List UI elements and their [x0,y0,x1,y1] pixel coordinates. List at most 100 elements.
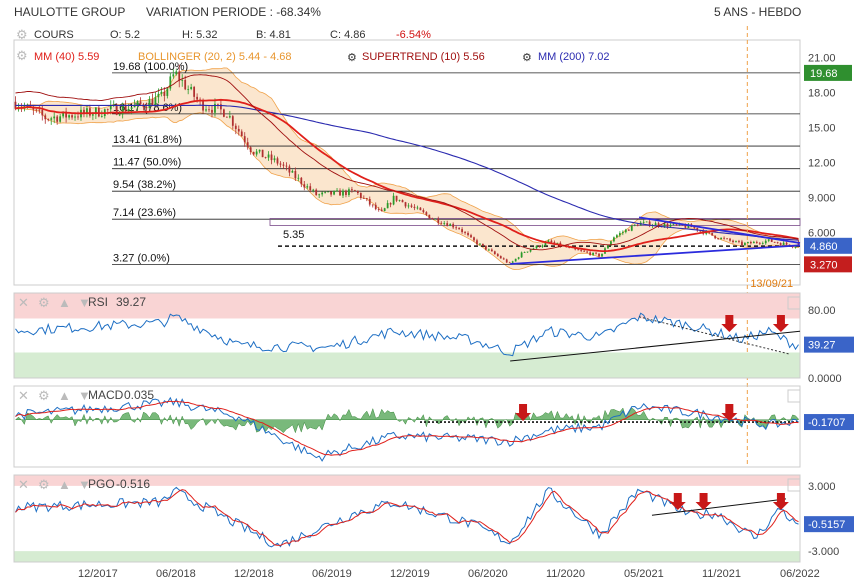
bollinger-legend[interactable]: BOLLINGER (20, 2) 5.44 - 4.68 [138,51,292,63]
candle-body [291,170,294,173]
macd-badge [804,414,854,431]
candle-body [83,109,85,114]
candle-body [410,205,413,207]
candle-body [577,249,580,251]
candle-body [374,204,377,210]
x-axis-tick: 06/2022 [780,568,820,580]
candle-body [735,241,737,243]
candle-body [68,115,70,118]
candle-body [35,109,38,111]
fibonacci-label: 3.27 (0.0%) [113,252,170,264]
candle-body [458,228,460,230]
rsi-label: RSI [88,295,108,309]
pgo-toggle-box[interactable] [787,478,801,492]
macd-close-icon[interactable]: ✕ [18,388,29,403]
candle-body [359,193,362,198]
candle-body [228,116,231,118]
candle-body [482,243,484,246]
candle-body [407,205,410,207]
candle-body [720,237,722,240]
candle-body [303,184,306,188]
candle-body [92,114,94,116]
candle-body [261,149,264,158]
candle-body [133,105,136,108]
rsi-toggle-box[interactable] [787,296,801,310]
macd-gear-icon[interactable]: ⚙ [38,388,50,403]
candle-body [621,232,624,234]
price-axis-tick: 18.00 [808,88,836,100]
fibonacci-label: 19.68 (100.0%) [113,61,188,73]
x-axis-tick: 05/2021 [624,568,664,580]
candle-body [220,104,222,110]
rsi-gear-icon[interactable]: ⚙ [38,295,50,310]
macd-up-icon[interactable]: ▲ [58,388,71,403]
candle-body [535,245,538,249]
rsi-dotted-trendline [638,316,791,355]
candle-body [568,247,571,249]
candle-body [467,232,469,236]
mm200-legend[interactable]: MM (200) 7.02 [538,51,610,63]
candle-body [654,223,657,226]
rsi-close-icon[interactable]: ✕ [18,295,29,310]
candle-body [154,97,157,106]
rsi-axis-tick: 0.0000 [808,373,842,385]
candle-body [496,254,499,257]
pgo-axis-tick: -3.000 [808,546,839,558]
rsi-signal-arrow [772,315,789,332]
pgo-gear-icon[interactable]: ⚙ [38,477,50,492]
candle-body [279,163,282,165]
pgo-close-icon[interactable]: ✕ [18,477,29,492]
candle-body [747,241,749,244]
pgo-down-icon[interactable]: ▼ [78,477,91,492]
candle-body [309,186,312,191]
price-badge [804,64,852,81]
ohlc-close: C: 4.86 [330,29,366,41]
macd-down-icon[interactable]: ▼ [78,388,91,403]
candle-body [127,109,130,111]
macd-toggle-box[interactable] [787,389,801,403]
rsi-up-icon[interactable]: ▲ [58,295,71,310]
candle-body [312,189,315,191]
candle-body [223,109,225,117]
candle-body [392,195,395,205]
pgo-signal-arrow [669,493,686,510]
candle-body [214,103,216,113]
candle-body [767,239,770,241]
candle-body [538,245,541,247]
rsi-panel-frame [13,292,801,379]
resistance-box [269,218,801,226]
candle-body [258,149,261,152]
macd-badge-label: -0.1707 [808,417,845,429]
period-label[interactable]: 5 ANS - HEBDO [714,5,802,19]
rsi-trendline [510,330,801,362]
candle-body [499,256,502,259]
candle-body [645,221,648,223]
candle-body [714,235,717,239]
candle-body [592,252,594,255]
candle-body [749,241,752,244]
rsi-axis-tick: 80.00 [808,305,836,317]
pgo-badge-label: -0.5157 [808,519,845,531]
settings-gear-icon-2[interactable]: ⚙ [16,48,28,63]
candle-body [130,107,133,110]
candle-body [190,86,193,90]
candle-body [493,251,496,255]
candle-body [419,207,422,211]
candle-body [624,229,627,233]
candle-body [675,223,678,225]
candle-body [267,154,270,158]
x-axis-tick: 06/2018 [156,568,196,580]
candle-body [529,249,532,252]
supertrend-legend[interactable]: SUPERTREND (10) 5.56 [362,51,485,63]
pgo-up-icon[interactable]: ▲ [58,477,71,492]
rsi-badge [804,336,854,353]
candle-body [595,252,597,254]
mm40-legend[interactable]: MM (40) 5.59 [34,51,100,63]
candle-body [446,223,449,227]
candle-body [59,116,62,122]
rsi-down-icon[interactable]: ▼ [78,295,91,310]
settings-gear-icon[interactable]: ⚙ [16,27,28,42]
candle-body [71,115,73,118]
candle-body [672,223,675,225]
